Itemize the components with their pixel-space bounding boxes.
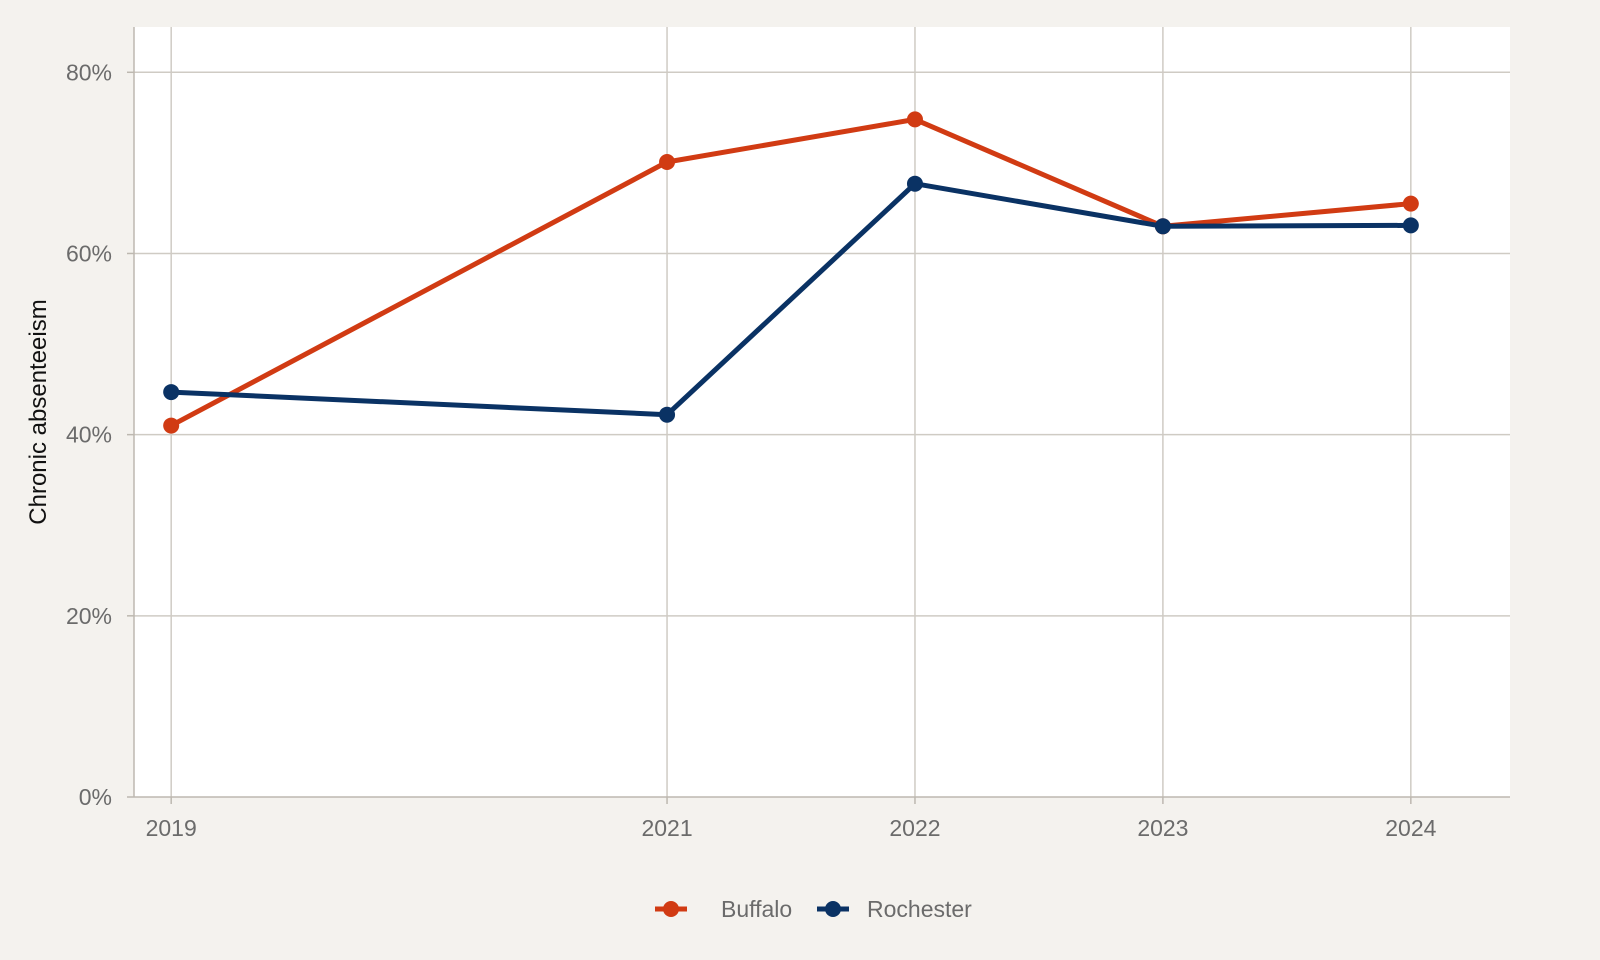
y-axis-title: Chronic absenteeism: [25, 299, 52, 524]
legend-key-marker: [825, 901, 841, 917]
data-point-rochester: [1154, 218, 1171, 235]
data-point-rochester: [659, 406, 676, 423]
x-tick-label: 2022: [889, 815, 940, 841]
data-point-buffalo: [906, 111, 923, 128]
x-tick-label: 2024: [1385, 815, 1436, 841]
legend-item-rochester: Rochester: [817, 896, 972, 922]
data-point-buffalo: [163, 417, 180, 434]
data-point-rochester: [906, 175, 923, 192]
legend-item-buffalo: Buffalo: [655, 896, 792, 922]
series-rochester: [163, 175, 1419, 423]
y-tick-label: 40%: [66, 422, 112, 448]
y-tick-label: 20%: [66, 603, 112, 629]
legend-label: Rochester: [867, 896, 972, 922]
x-axis-ticks: 2019 2021 2022 2023 2024: [146, 797, 1437, 841]
x-tick-label: 2019: [146, 815, 197, 841]
x-tick-label: 2021: [641, 815, 692, 841]
y-tick-label: 60%: [66, 240, 112, 266]
plot-background: [134, 27, 1510, 797]
y-axis-ticks: 0% 20% 40% 60% 80%: [66, 59, 134, 810]
data-point-buffalo: [659, 153, 676, 170]
series-layer: [163, 111, 1419, 434]
data-point-rochester: [1402, 217, 1419, 234]
y-tick-label: 0%: [79, 784, 112, 810]
legend-label: Buffalo: [721, 896, 792, 922]
series-buffalo: [163, 111, 1419, 434]
data-point-rochester: [163, 384, 180, 401]
y-tick-label: 80%: [66, 59, 112, 85]
x-tick-label: 2023: [1137, 815, 1188, 841]
legend: Buffalo Rochester: [655, 896, 972, 922]
data-point-buffalo: [1402, 195, 1419, 212]
legend-key-marker: [663, 901, 679, 917]
